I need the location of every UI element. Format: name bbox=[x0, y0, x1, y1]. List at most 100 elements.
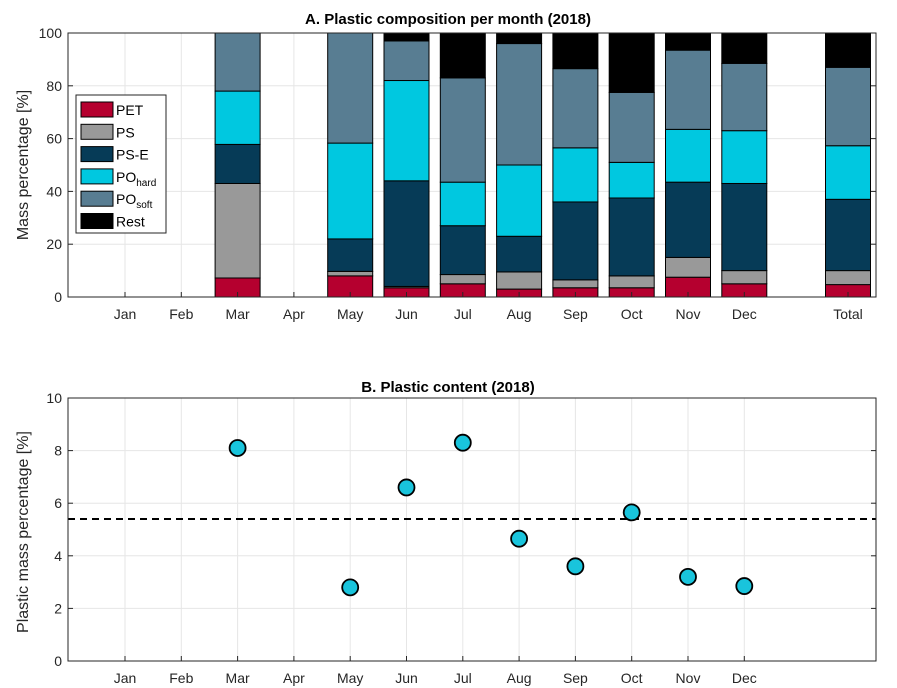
bar-rest-total bbox=[825, 32, 871, 68]
bar-ps-sep bbox=[552, 279, 599, 289]
point-mar bbox=[228, 439, 247, 457]
bar-rest-jun bbox=[383, 32, 430, 42]
x-tick-label: Nov bbox=[676, 670, 701, 686]
chart-b-grid bbox=[68, 397, 876, 662]
chart-b-points bbox=[228, 433, 754, 597]
x-tick-label: Jul bbox=[454, 670, 472, 686]
chart-a-bars bbox=[214, 32, 871, 298]
legend-swatch-ps-e bbox=[80, 146, 114, 163]
legend-label-pet: PET bbox=[116, 102, 144, 118]
chart-a-title: A. Plastic composition per month (2018) bbox=[305, 11, 591, 28]
chart-a-x-ticks: Jan Feb Mar Apr May Jun Jul Aug Sep Oct Nov Dec Tota… bbox=[114, 292, 863, 322]
bar-po-soft-aug bbox=[496, 43, 543, 166]
x-tick-label: Jan bbox=[114, 306, 137, 322]
x-tick-label: Jul bbox=[454, 306, 472, 322]
point-oct bbox=[622, 503, 641, 522]
bar-ps-nov bbox=[665, 256, 711, 278]
y-tick-label: 40 bbox=[46, 183, 62, 199]
y-tick-label: 2 bbox=[54, 600, 62, 616]
bar-ps-e-jul bbox=[439, 225, 486, 276]
legend-label-po-hard: POhard bbox=[116, 169, 156, 189]
bar-ps-e-aug bbox=[496, 235, 543, 273]
x-tick-label: Nov bbox=[676, 306, 701, 322]
bar-rest-jul bbox=[439, 32, 486, 79]
point-jul bbox=[453, 433, 472, 452]
x-tick-label: Aug bbox=[507, 670, 532, 686]
bar-rest-sep bbox=[552, 32, 599, 70]
legend-swatch-po-soft bbox=[80, 190, 114, 207]
bar-rest-oct bbox=[608, 32, 655, 93]
y-tick-label: 20 bbox=[46, 236, 62, 252]
bar-po-hard-nov bbox=[665, 128, 711, 183]
bar-po-soft-sep bbox=[552, 68, 599, 149]
x-tick-label: Jan bbox=[114, 670, 137, 686]
bar-po-hard-total bbox=[825, 145, 871, 200]
bar-po-soft-dec bbox=[721, 62, 768, 132]
legend-swatch-po-hard bbox=[80, 168, 114, 185]
bar-po-hard-sep bbox=[552, 147, 599, 203]
point-nov bbox=[679, 567, 697, 586]
bar-po-hard-dec bbox=[721, 130, 768, 184]
bar-ps-total bbox=[825, 270, 871, 286]
x-tick-label: May bbox=[337, 670, 363, 686]
point-sep bbox=[566, 557, 585, 576]
bar-ps-e-jun bbox=[383, 180, 430, 287]
chart-b-title: B. Plastic content (2018) bbox=[361, 379, 534, 396]
legend-box bbox=[75, 94, 167, 234]
bar-po-soft-nov bbox=[665, 49, 711, 130]
x-tick-label: May bbox=[337, 306, 363, 322]
chart-a-y-ticks: 0 20 40 60 80 100 bbox=[39, 25, 876, 305]
bar-ps-e-mar bbox=[214, 143, 261, 184]
panel-b: B. Plastic content (2018) Plastic mass p… bbox=[15, 379, 877, 686]
point-aug bbox=[510, 529, 528, 548]
chart-a-axes-box bbox=[67, 32, 877, 298]
bar-ps-may bbox=[327, 270, 374, 277]
bar-po-hard-aug bbox=[496, 164, 543, 237]
x-tick-label: Jun bbox=[395, 670, 418, 686]
chart-b-y-ticks: 0 2 4 6 8 10 bbox=[46, 390, 876, 669]
bar-po-soft-total bbox=[825, 66, 871, 147]
y-tick-label: 80 bbox=[46, 78, 62, 94]
bar-ps-mar bbox=[214, 182, 261, 279]
bar-ps-e-nov bbox=[665, 181, 711, 258]
x-tick-label: Oct bbox=[621, 670, 643, 686]
legend-swatch-pet bbox=[80, 101, 114, 118]
x-tick-label: Sep bbox=[563, 670, 588, 686]
chart-b-ylabel: Plastic mass percentage [%] bbox=[15, 431, 32, 633]
y-tick-label: 0 bbox=[54, 289, 62, 305]
bar-po-hard-may bbox=[327, 142, 374, 240]
bar-po-soft-mar bbox=[214, 32, 261, 92]
legend-label-rest: Rest bbox=[116, 214, 145, 230]
y-tick-label: 10 bbox=[46, 390, 62, 406]
x-tick-label: Dec bbox=[732, 670, 757, 686]
legend-swatch-ps bbox=[80, 123, 114, 140]
bar-po-soft-jul bbox=[439, 77, 486, 183]
bar-ps-dec bbox=[721, 270, 768, 285]
x-tick-label: Mar bbox=[226, 306, 250, 322]
chart-b-x-ticks: Jan Feb Mar Apr May Jun Jul Aug Sep Oct Nov Dec bbox=[114, 656, 757, 686]
x-tick-label: Total bbox=[833, 306, 863, 322]
bar-ps-e-sep bbox=[552, 201, 599, 281]
bar-rest-dec bbox=[721, 32, 768, 64]
point-may bbox=[341, 578, 360, 597]
bar-ps-e-dec bbox=[721, 182, 768, 272]
x-tick-label: Apr bbox=[283, 670, 305, 686]
legend-label-ps-e: PS-E bbox=[116, 147, 149, 163]
bar-ps-e-total bbox=[825, 198, 871, 272]
x-tick-label: Mar bbox=[226, 670, 250, 686]
bar-po-hard-jun bbox=[383, 80, 430, 182]
bar-po-hard-jul bbox=[439, 181, 486, 227]
x-tick-label: Feb bbox=[169, 306, 193, 322]
y-tick-label: 8 bbox=[54, 443, 62, 459]
point-dec bbox=[735, 577, 754, 595]
x-tick-label: Apr bbox=[283, 306, 305, 322]
bar-ps-aug bbox=[496, 271, 543, 290]
bar-rest-aug bbox=[496, 32, 543, 45]
bar-ps-e-may bbox=[327, 238, 374, 272]
y-tick-label: 0 bbox=[54, 653, 62, 669]
chart-a-ylabel: Mass percentage [%] bbox=[15, 90, 32, 240]
y-tick-label: 6 bbox=[54, 495, 62, 511]
bar-po-hard-oct bbox=[608, 161, 655, 199]
